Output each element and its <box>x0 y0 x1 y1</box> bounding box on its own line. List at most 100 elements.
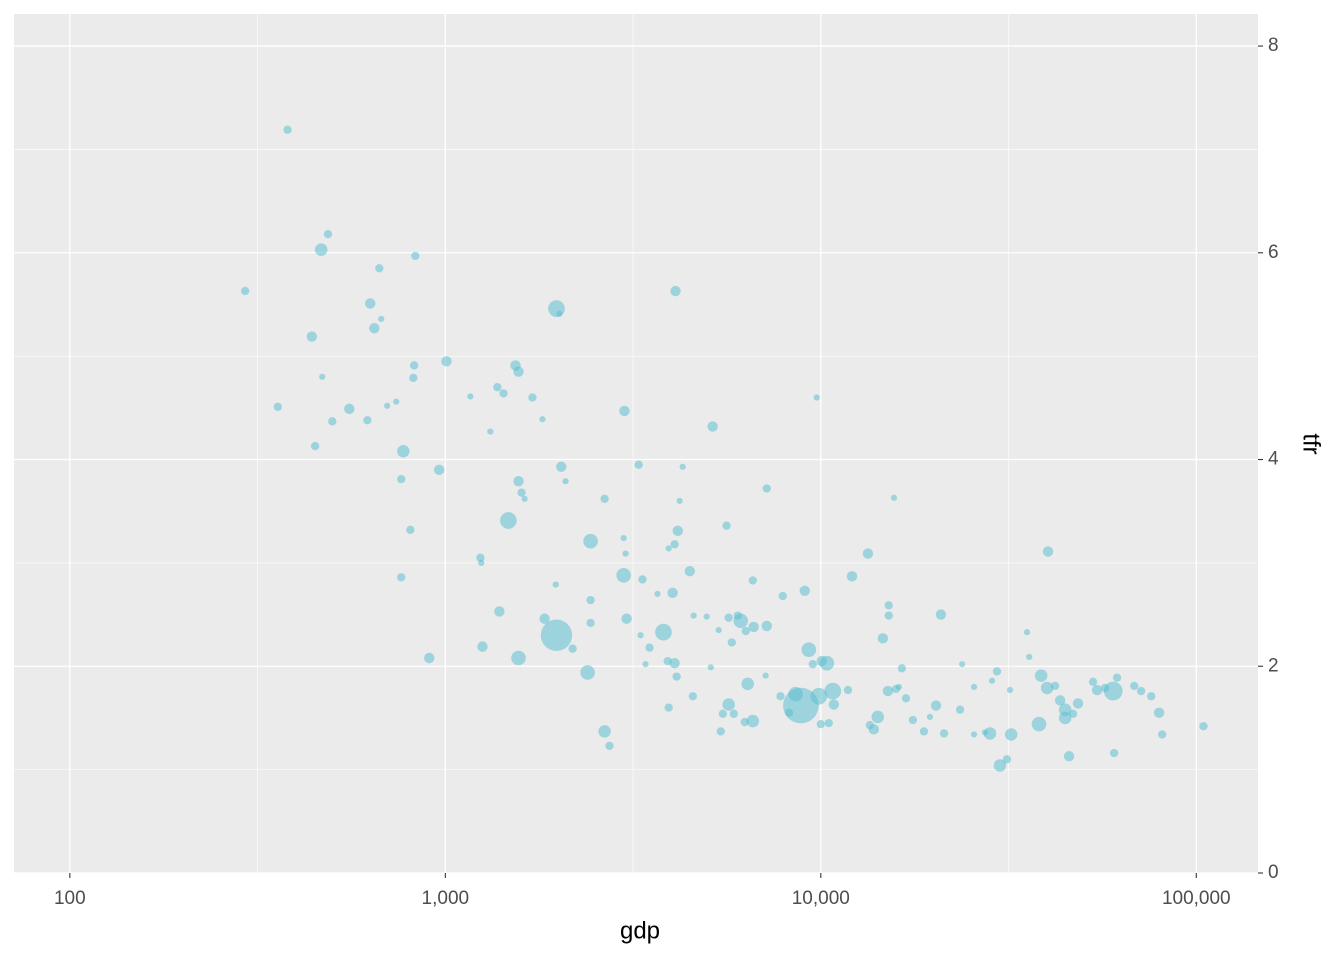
point <box>1112 673 1122 682</box>
point <box>314 243 328 256</box>
point <box>727 638 736 647</box>
point <box>1136 686 1146 696</box>
point <box>441 356 452 367</box>
point <box>1006 686 1014 694</box>
point <box>598 725 611 738</box>
point <box>645 643 654 652</box>
point <box>707 664 714 671</box>
point <box>1157 730 1167 739</box>
point <box>586 595 595 605</box>
point <box>1026 653 1033 661</box>
x-axis-title: gdp <box>620 917 660 944</box>
y-tick-label: 6 <box>1268 242 1279 263</box>
point <box>478 559 485 566</box>
point <box>959 661 966 668</box>
point <box>513 366 524 377</box>
point <box>511 650 526 666</box>
point <box>988 677 996 684</box>
point <box>882 685 894 697</box>
point <box>1040 681 1054 695</box>
point <box>729 709 738 718</box>
point <box>310 441 320 451</box>
point <box>1088 677 1098 686</box>
point <box>901 694 911 703</box>
point <box>477 641 488 652</box>
point <box>487 428 494 435</box>
point <box>819 655 835 671</box>
point <box>862 548 874 559</box>
point <box>762 672 769 679</box>
point <box>638 575 647 584</box>
point <box>634 460 643 469</box>
point <box>540 619 573 651</box>
point <box>679 463 686 470</box>
point <box>684 565 695 577</box>
point <box>669 657 680 669</box>
point <box>884 611 893 620</box>
point <box>970 683 978 691</box>
point <box>664 703 673 712</box>
point <box>433 464 445 476</box>
point <box>1109 748 1119 758</box>
point <box>513 476 524 487</box>
point <box>1153 707 1165 718</box>
points <box>240 125 1208 772</box>
y-tick-label: 0 <box>1268 862 1279 883</box>
point <box>605 741 614 751</box>
point <box>397 475 406 484</box>
point <box>1054 695 1066 706</box>
point <box>670 285 681 297</box>
point <box>722 698 735 711</box>
point <box>843 685 853 695</box>
y-tick-label: 8 <box>1268 35 1279 56</box>
point <box>539 613 550 624</box>
point <box>930 700 942 711</box>
point <box>306 331 318 342</box>
point <box>748 621 759 633</box>
x-tick-label: 100,000 <box>1162 888 1231 909</box>
point <box>667 587 678 599</box>
point <box>1050 681 1060 691</box>
point <box>580 665 595 680</box>
point <box>384 402 391 409</box>
point <box>500 512 517 529</box>
panel <box>14 14 1258 873</box>
point <box>897 664 907 673</box>
point <box>365 298 376 309</box>
point <box>813 394 820 401</box>
point <box>1058 703 1072 716</box>
point <box>328 417 337 426</box>
point <box>816 719 825 729</box>
point <box>824 682 842 700</box>
point <box>1034 669 1048 682</box>
point <box>363 416 372 425</box>
point <box>1042 546 1054 557</box>
y-tick-label: 4 <box>1268 449 1279 470</box>
point <box>783 687 819 724</box>
point <box>1147 692 1156 701</box>
point <box>884 601 893 610</box>
point <box>586 618 595 627</box>
point <box>375 264 384 273</box>
x-tick-label: 1,000 <box>422 888 470 909</box>
point <box>273 402 282 411</box>
point <box>411 251 420 261</box>
point <box>600 494 609 503</box>
point <box>406 525 415 534</box>
point <box>476 553 485 562</box>
point <box>409 373 418 383</box>
grid <box>14 14 1258 874</box>
point <box>393 398 400 405</box>
point <box>762 484 771 493</box>
point <box>877 633 889 644</box>
x-tick-label: 10,000 <box>792 888 850 909</box>
point <box>672 525 683 537</box>
point <box>1130 681 1139 691</box>
point <box>637 632 644 639</box>
point <box>676 497 683 504</box>
point <box>970 731 978 738</box>
point <box>868 724 880 735</box>
point <box>748 576 757 585</box>
point <box>1068 709 1078 718</box>
point <box>410 361 419 370</box>
